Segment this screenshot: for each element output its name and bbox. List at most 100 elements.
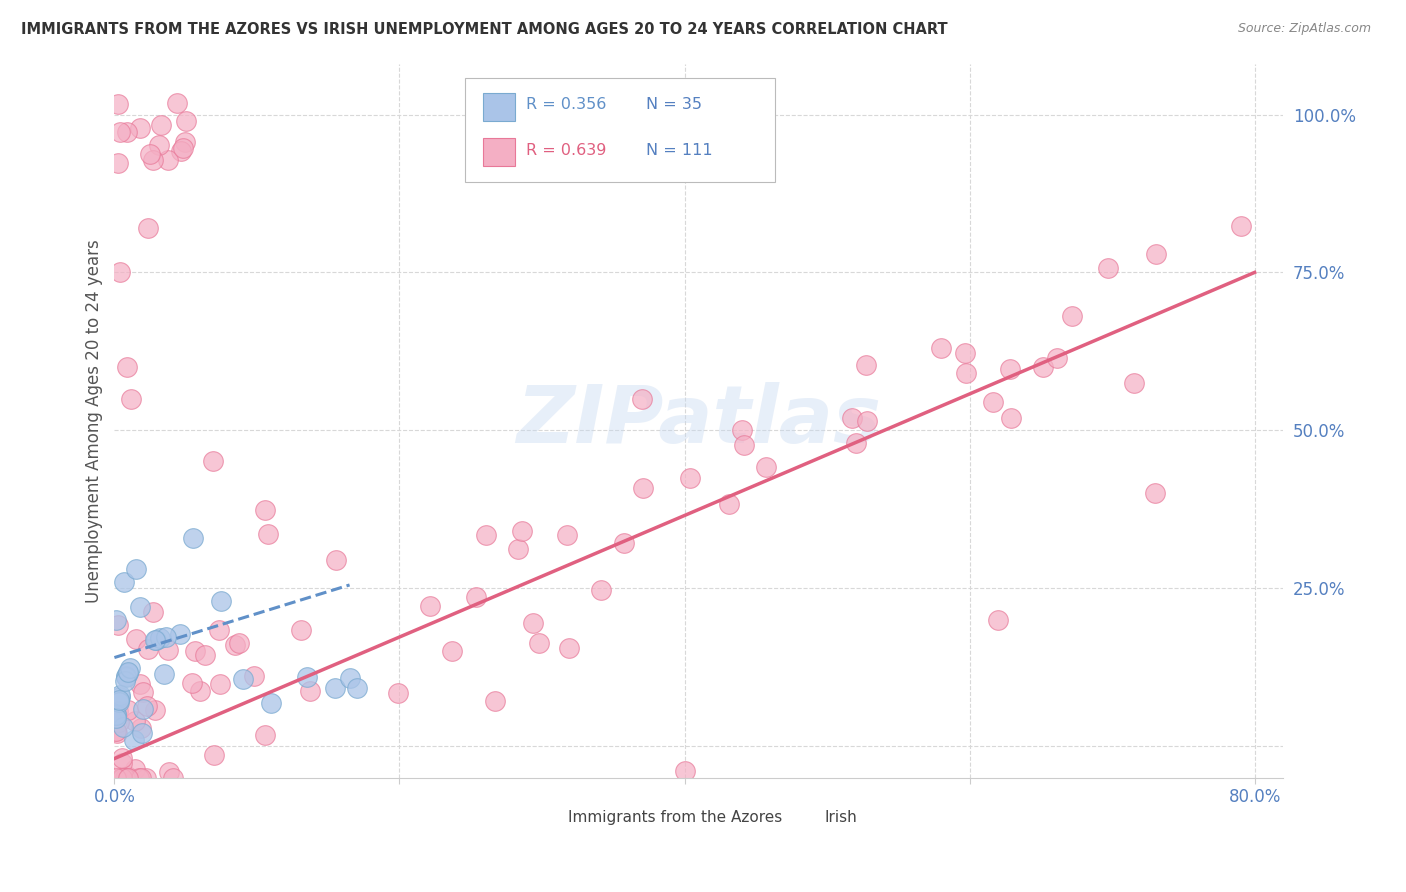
Text: ZIPatlas: ZIPatlas <box>516 382 882 459</box>
Point <box>115 669 138 683</box>
Point <box>298 684 321 698</box>
Point <box>613 536 636 550</box>
Point <box>174 114 197 128</box>
Point <box>145 633 167 648</box>
Point <box>145 703 167 717</box>
Point <box>981 394 1004 409</box>
Point <box>387 685 409 699</box>
Point <box>718 497 741 511</box>
Point <box>1097 261 1119 276</box>
Point <box>117 666 139 681</box>
Point <box>591 582 613 597</box>
Point <box>464 590 486 604</box>
Point <box>1143 486 1166 500</box>
Point <box>122 732 145 747</box>
Point <box>174 136 197 150</box>
Point <box>209 593 232 607</box>
Point <box>156 643 179 657</box>
Point <box>135 699 157 714</box>
Point <box>295 670 318 684</box>
Point <box>108 265 131 279</box>
Point <box>107 155 129 169</box>
Point <box>107 705 129 719</box>
Point <box>323 681 346 695</box>
Point <box>673 764 696 779</box>
Text: IMMIGRANTS FROM THE AZORES VS IRISH UNEMPLOYMENT AMONG AGES 20 TO 24 YEARS CORRE: IMMIGRANTS FROM THE AZORES VS IRISH UNEM… <box>21 22 948 37</box>
Point <box>115 771 138 785</box>
Point <box>105 723 128 738</box>
Point <box>148 137 170 152</box>
Point <box>844 436 866 450</box>
Point <box>150 118 173 132</box>
Point <box>136 642 159 657</box>
Bar <box>536 806 561 829</box>
Point <box>254 503 277 517</box>
Point <box>1032 359 1054 374</box>
Point <box>953 346 976 360</box>
Point <box>104 711 127 725</box>
Point <box>987 613 1010 627</box>
Point <box>209 677 232 691</box>
Point <box>111 771 134 785</box>
Point <box>166 96 188 111</box>
Point <box>1060 310 1083 324</box>
Point <box>104 613 127 627</box>
Bar <box>482 93 515 121</box>
Point <box>125 562 148 576</box>
Point <box>224 639 246 653</box>
Point <box>135 771 157 785</box>
Point <box>346 681 368 696</box>
Point <box>107 97 129 112</box>
Point <box>108 690 131 704</box>
Point <box>260 696 283 710</box>
Point <box>124 714 146 729</box>
Point <box>522 616 544 631</box>
Point <box>257 527 280 541</box>
Point <box>115 669 138 683</box>
Point <box>111 771 134 785</box>
Point <box>114 771 136 785</box>
Point <box>529 636 551 650</box>
Point <box>484 694 506 708</box>
Point <box>290 624 312 638</box>
Text: Irish: Irish <box>825 810 858 825</box>
Point <box>201 454 224 468</box>
Point <box>112 574 135 589</box>
Y-axis label: Unemployment Among Ages 20 to 24 years: Unemployment Among Ages 20 to 24 years <box>86 239 103 603</box>
Point <box>555 528 578 542</box>
Point <box>475 528 498 542</box>
Point <box>730 423 752 437</box>
Point <box>506 542 529 557</box>
Point <box>108 124 131 138</box>
Point <box>117 703 139 717</box>
Point <box>111 756 134 770</box>
Point <box>115 360 138 375</box>
Point <box>120 660 142 674</box>
Point <box>441 644 464 658</box>
Point <box>755 460 778 475</box>
Point <box>120 392 142 406</box>
Point <box>325 552 347 566</box>
Point <box>129 120 152 135</box>
Point <box>155 630 177 644</box>
Point <box>114 673 136 688</box>
Point <box>105 771 128 785</box>
Point <box>419 599 441 613</box>
Point <box>132 702 155 716</box>
Point <box>855 358 877 372</box>
Point <box>181 531 204 545</box>
Point <box>242 668 264 682</box>
Point <box>124 762 146 776</box>
Text: R = 0.639: R = 0.639 <box>526 143 606 158</box>
Point <box>162 771 184 785</box>
Point <box>157 153 180 167</box>
Point <box>929 341 952 355</box>
Point <box>232 673 254 687</box>
Point <box>157 765 180 780</box>
Point <box>115 125 138 139</box>
Point <box>129 771 152 785</box>
Point <box>169 145 191 159</box>
Text: R = 0.356: R = 0.356 <box>526 97 606 112</box>
Point <box>129 600 152 615</box>
Point <box>145 633 167 648</box>
